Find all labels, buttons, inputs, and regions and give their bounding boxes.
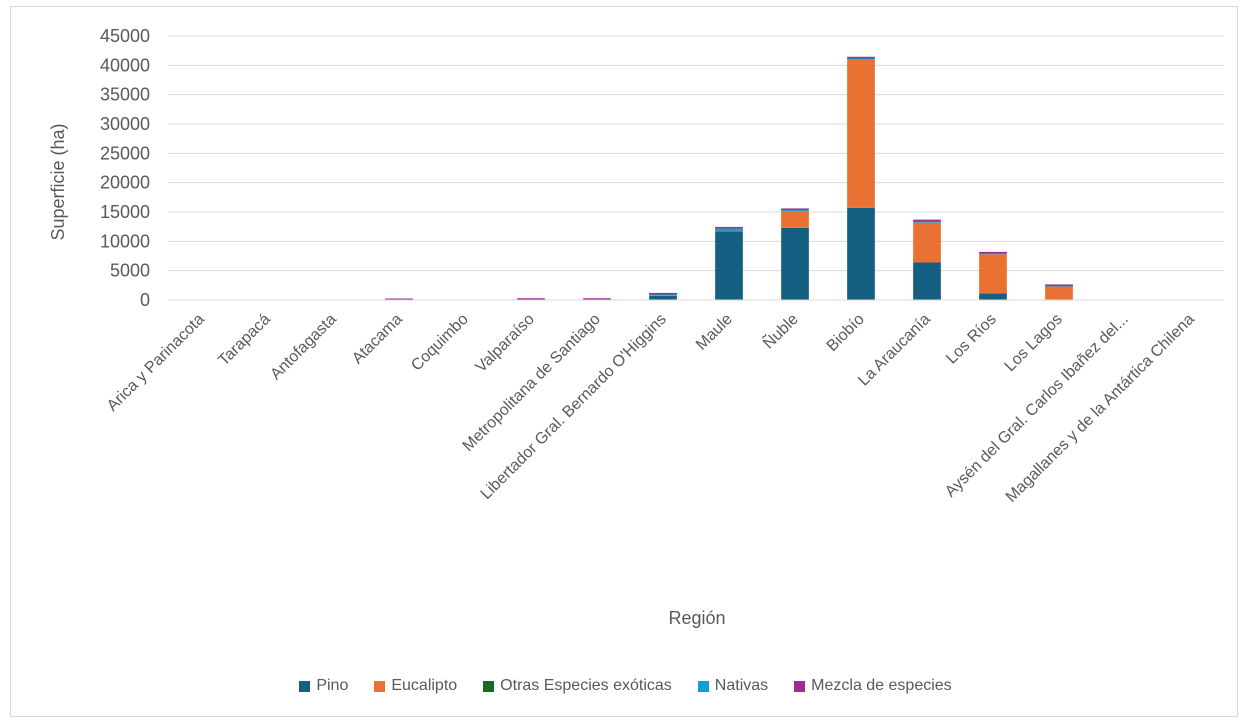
y-tick-label: 35000 (100, 85, 150, 105)
legend-swatch (299, 680, 311, 692)
y-tick-label: 45000 (100, 26, 150, 46)
bar-segment (781, 210, 809, 228)
bar-segment (847, 56, 875, 59)
y-axis-title: Superficie (ha) (48, 123, 68, 240)
legend-item: Eucalipto (374, 677, 457, 695)
y-tick-label: 5000 (110, 261, 150, 281)
x-tick-label: Ñuble (758, 309, 802, 353)
x-tick-label: Metropolitana de Santiago (460, 311, 604, 455)
legend-label: Nativas (714, 677, 769, 694)
y-tick-label: 30000 (100, 114, 150, 134)
legend-label: Mezcla de especies (811, 677, 952, 694)
bar-segment (781, 227, 809, 300)
legend: Pino Eucalipto Otras Especies exóticas Nati… (0, 677, 1251, 695)
gridlines (168, 35, 1224, 272)
bars (385, 56, 1073, 300)
legend-item: Nativas (697, 677, 769, 695)
bar-segment (715, 228, 743, 231)
y-tick-label: 10000 (100, 231, 150, 251)
bar-segment (385, 298, 413, 300)
bar-segment (649, 292, 677, 295)
bar-segment (583, 298, 611, 300)
x-tick-label: Arica y Parinacota (104, 311, 208, 415)
bar-segment (1045, 284, 1073, 286)
bar-segment (1045, 286, 1073, 300)
bar-segment (847, 207, 875, 300)
bar-segment (715, 226, 743, 229)
bar-segment (913, 262, 941, 300)
bar-segment (715, 231, 743, 300)
y-tick-label: 40000 (100, 55, 150, 75)
bar-segment (649, 295, 677, 300)
x-tick-label: Tarapacá (215, 311, 274, 370)
bar-segment (913, 221, 941, 223)
legend-label: Pino (316, 677, 349, 694)
bar-segment (913, 219, 941, 222)
x-tick-label: Coquimbo (408, 311, 472, 375)
legend-item: Otras Especies exóticas (483, 677, 672, 695)
legend-item: Mezcla de especies (794, 677, 952, 695)
y-axis-ticks: 0 5000 10000 15000 20000 25000 30000 35000 40000… (100, 26, 150, 310)
x-tick-label: Los Ríos (943, 311, 1000, 368)
x-tick-label: Antofagasta (267, 311, 339, 383)
bar-segment (847, 57, 875, 60)
bar-segment (979, 251, 1007, 254)
bar-segment (979, 293, 1007, 300)
bar-segment (979, 254, 1007, 294)
legend-swatch (697, 680, 709, 692)
y-tick-label: 25000 (100, 143, 150, 163)
legend-swatch (483, 680, 495, 692)
legend-label: Otras Especies exóticas (500, 677, 672, 694)
y-tick-label: 20000 (100, 173, 150, 193)
legend-item: Pino (299, 677, 348, 695)
x-tick-label: Atacama (349, 311, 406, 368)
bar-segment (517, 298, 545, 300)
bar-segment (781, 208, 809, 210)
x-tick-label: Valparaíso (473, 311, 538, 376)
x-axis-title: Región (668, 608, 725, 628)
legend-swatch (794, 680, 806, 692)
bar-segment (979, 252, 1007, 255)
x-tick-label: Biobío (824, 311, 868, 355)
bar-segment (913, 222, 941, 263)
bar-segment (649, 294, 677, 296)
bar-segment (781, 209, 809, 211)
legend-swatch (374, 680, 386, 692)
y-tick-label: 0 (140, 290, 150, 310)
x-tick-label: Los Lagos (1002, 311, 1066, 375)
legend-label: Eucalipto (391, 677, 458, 694)
y-tick-label: 15000 (100, 202, 150, 222)
x-tick-label: Maule (693, 311, 736, 354)
bar-segment (847, 59, 875, 208)
